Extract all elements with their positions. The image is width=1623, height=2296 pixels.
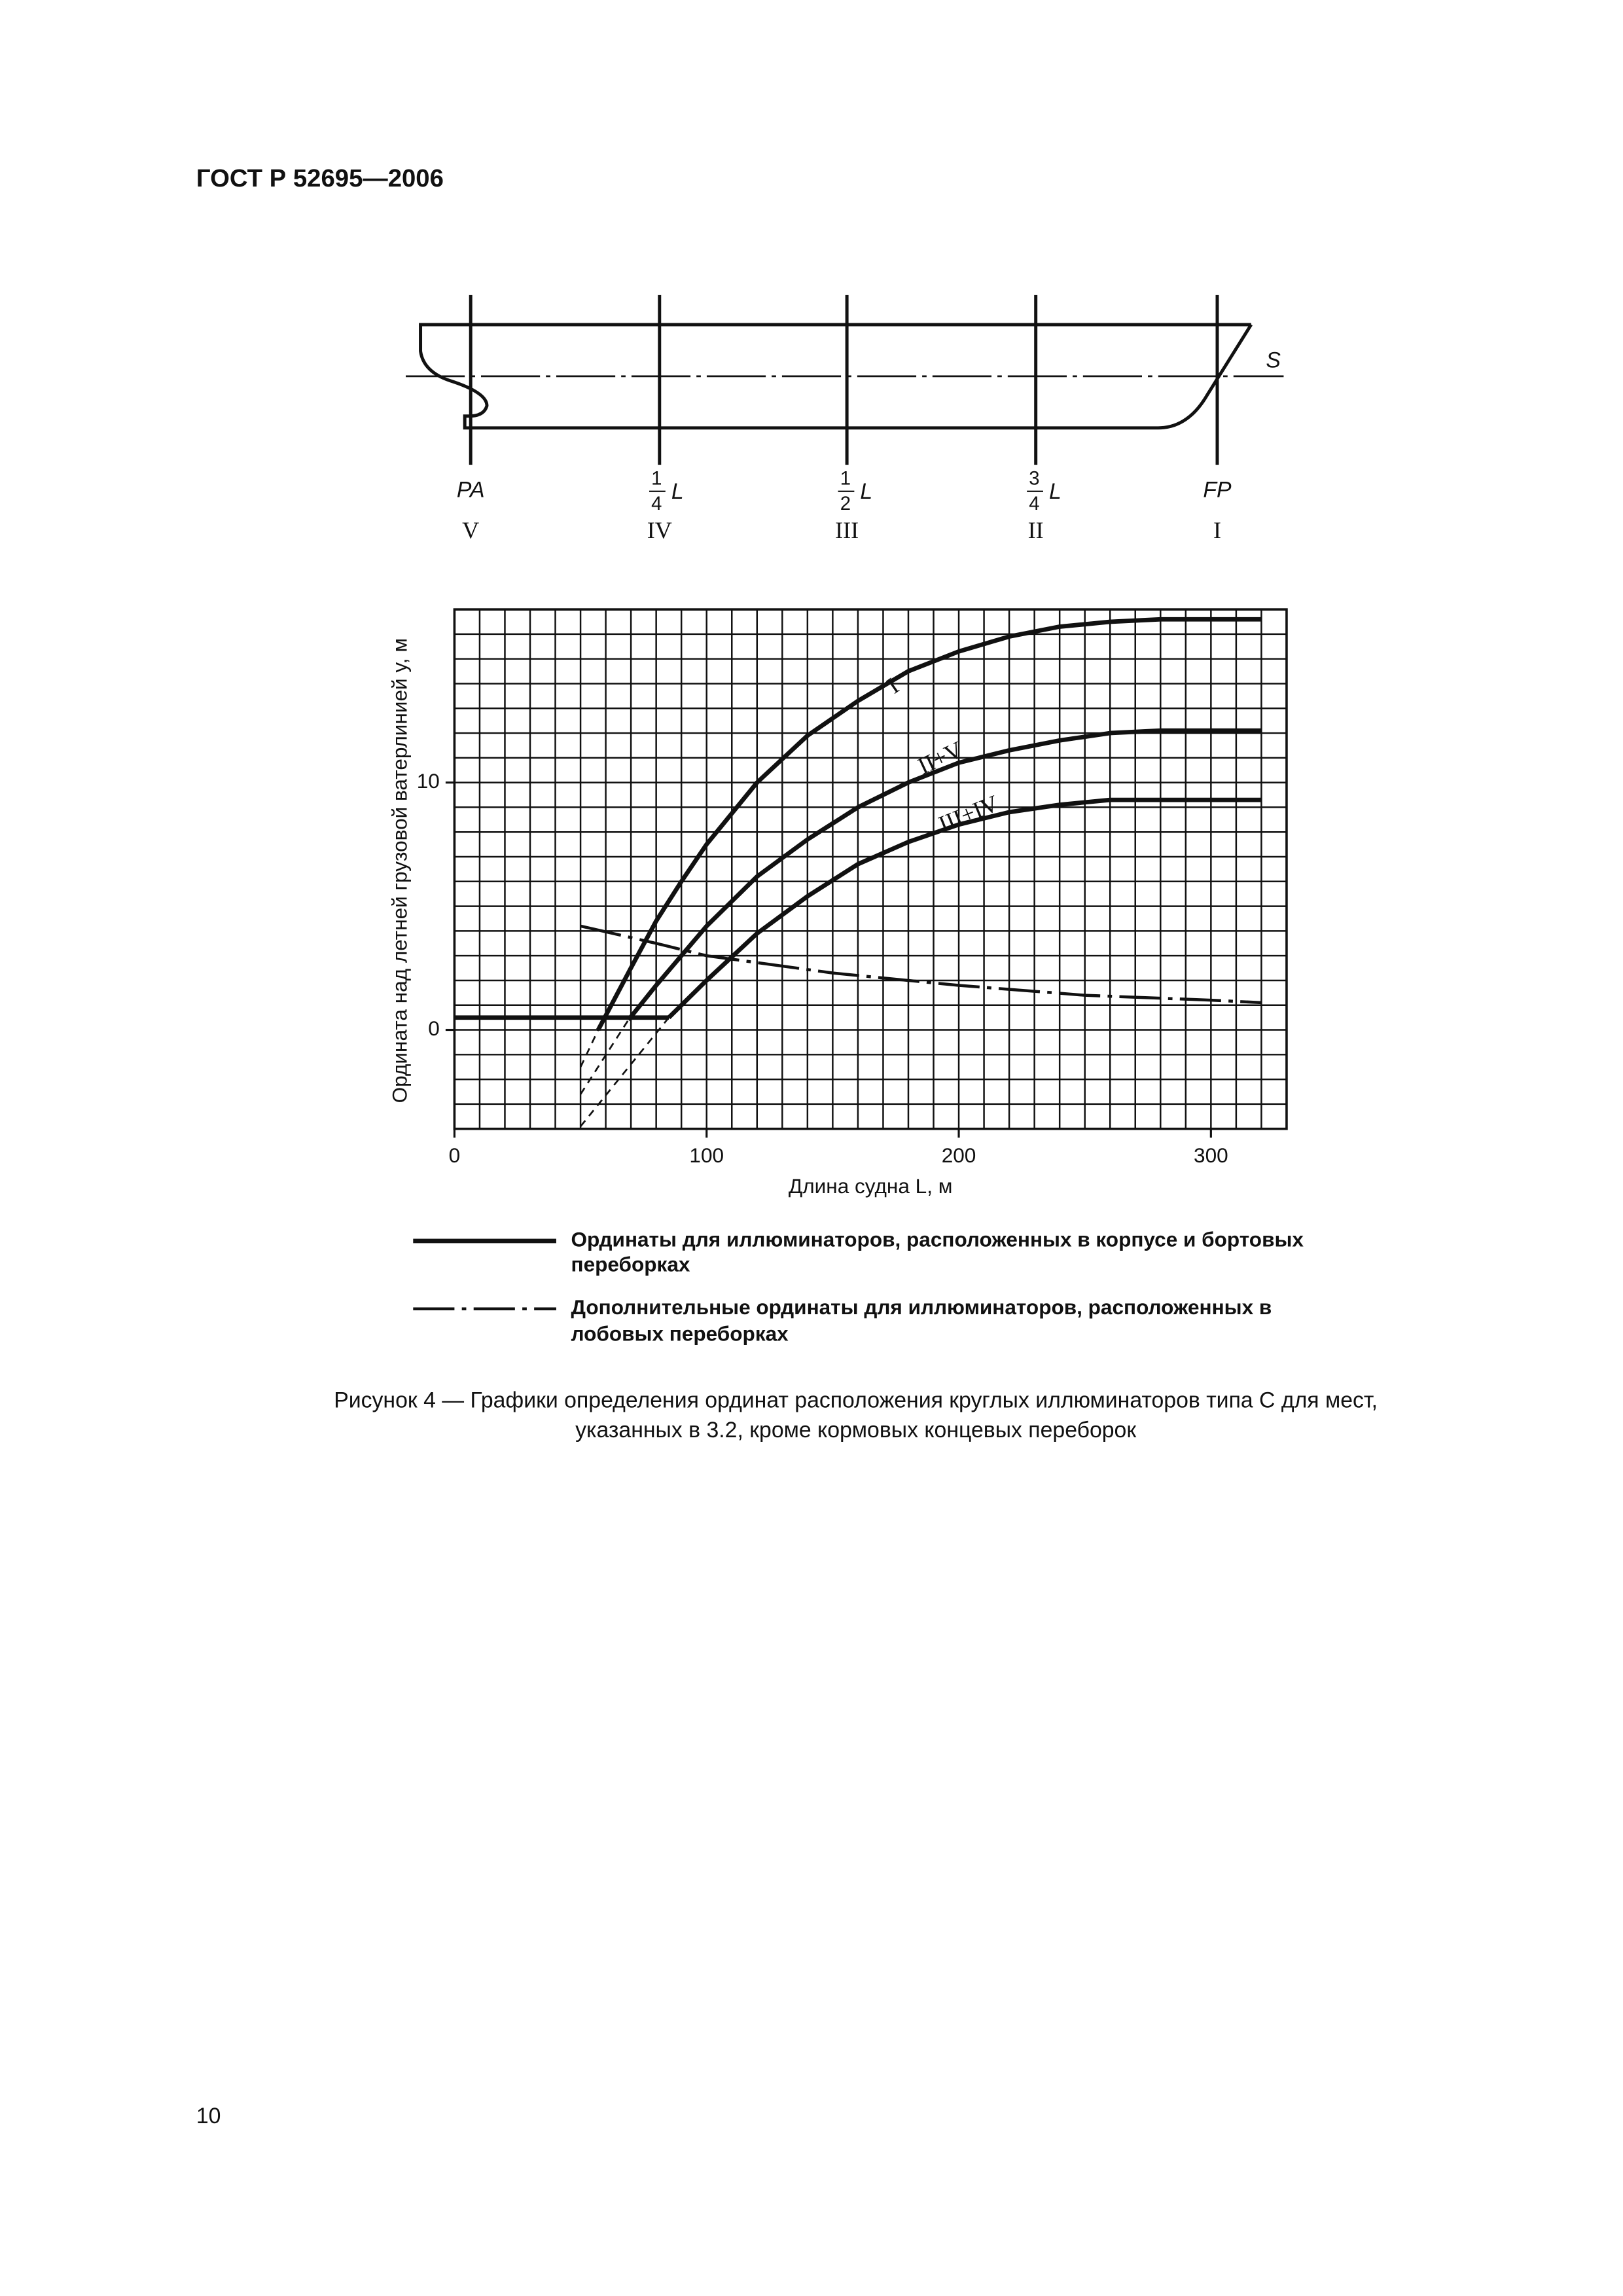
y-tick-label: 10: [417, 769, 440, 793]
legend-text: лобовых переборках: [571, 1322, 789, 1346]
denominator: 4: [651, 493, 662, 514]
series-line: [626, 728, 1262, 1022]
waterline-label: S: [1266, 348, 1281, 372]
ship-outline: [419, 323, 1253, 430]
station-label: PA: [457, 478, 485, 503]
legend-text: Ординаты для иллюминаторов, расположенны…: [571, 1227, 1304, 1251]
legend-text: Дополнительные ординаты для иллюминаторо…: [571, 1295, 1272, 1319]
x-tick-label: 200: [942, 1143, 976, 1167]
numerator: 3: [1029, 467, 1039, 489]
x-tick-label: 100: [689, 1143, 724, 1167]
series-line: [580, 1019, 630, 1095]
series-line: [580, 924, 1262, 1005]
series-line: [580, 1016, 670, 1127]
caption: Рисунок 4 — Графики определения ординат …: [334, 1388, 1378, 1413]
series-line: [667, 797, 1262, 1020]
numerator: 1: [651, 467, 662, 489]
series-line: [596, 617, 1262, 1031]
y-tick-label: 0: [428, 1016, 440, 1040]
plot-frame: [453, 608, 1288, 1130]
station-numeral: V: [462, 517, 479, 543]
x-axis-title: Длина судна L, м: [789, 1174, 953, 1198]
symbol: L: [1049, 479, 1061, 504]
station-lines: [469, 295, 1219, 465]
numerator: 1: [840, 467, 851, 489]
station-numeral: IV: [647, 517, 672, 543]
denominator: 2: [840, 493, 851, 514]
station-numeral: I: [1213, 517, 1221, 543]
caption: указанных в 3.2, кроме кормовых концевых…: [575, 1418, 1136, 1443]
x-tick-label: 300: [1194, 1143, 1228, 1167]
y-axis-title: Ордината над летней грузовой ватерлинией…: [388, 638, 412, 1103]
chart: 0 100 200 300 0 10: [417, 608, 1288, 1167]
legend-text: переборках: [571, 1253, 690, 1276]
station-numeral: III: [835, 517, 859, 543]
header-title: ГОСТ Р 52695—2006: [196, 164, 444, 192]
series-line: [579, 1030, 599, 1067]
station-numeral: II: [1028, 517, 1044, 543]
symbol: L: [860, 479, 872, 504]
station-label: FP: [1203, 478, 1232, 503]
fraction: 1 4 L 1 2 L 3 4 L: [649, 467, 1061, 514]
symbol: L: [671, 479, 684, 504]
denominator: 4: [1029, 493, 1039, 514]
x-tick-label: 0: [449, 1143, 461, 1167]
curve-label: III+IV: [935, 790, 1003, 837]
page-number: 10: [196, 2104, 221, 2128]
